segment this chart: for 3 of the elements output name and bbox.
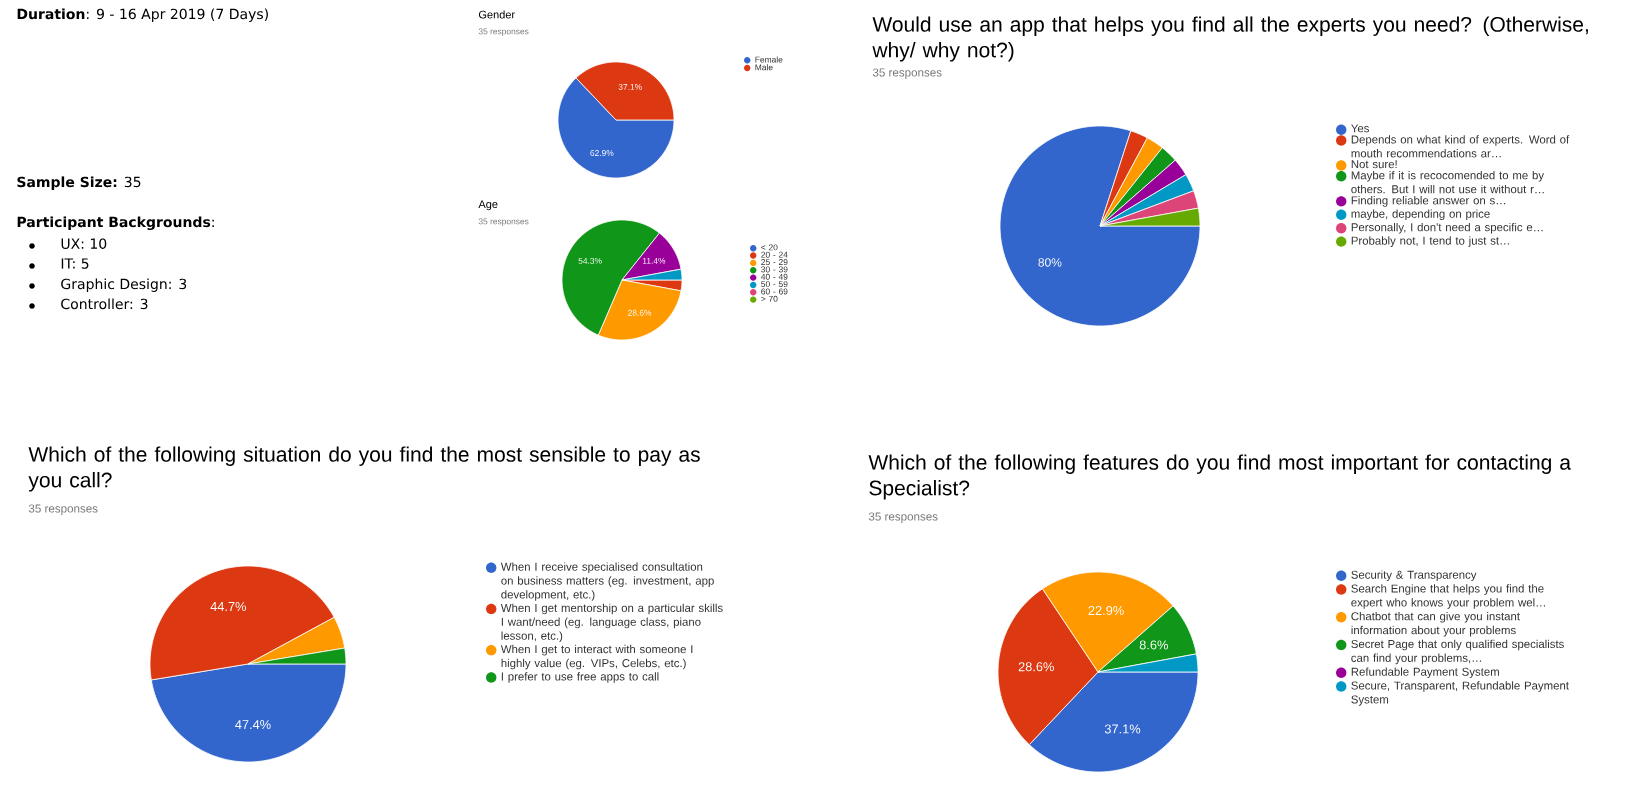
chart-title: Which of the following features do you find most important for contacting a Specialist? (868, 454, 1571, 500)
chart-title: Which of the following situation do you find the most sensible to pay as you call? (28, 446, 700, 492)
chart-title: Would use an app that helps you find all the experts you need? (Otherwise, why/ why not?) (872, 16, 1588, 62)
